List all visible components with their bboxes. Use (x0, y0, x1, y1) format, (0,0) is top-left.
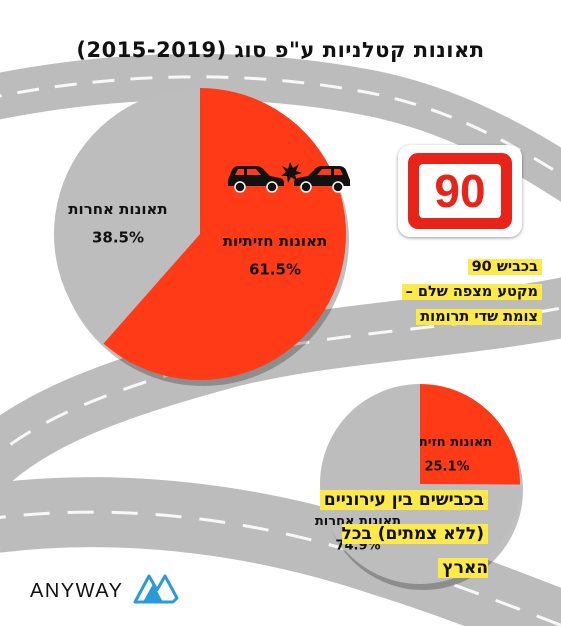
pie-slice-label: תאונות חזיתיות (223, 232, 328, 250)
pie-chart-road-90: תאונות חזיתיות 61.5% תאונות אחרות 38.5% (54, 88, 349, 386)
page-title: תאונות קטלניות ע"פ סוג (2015-2019) (76, 38, 485, 62)
road-sign-number: 90 (434, 165, 486, 217)
pie-slice-value: 61.5% (249, 261, 301, 279)
pie-slice-value: 38.5% (92, 229, 144, 247)
road-sign-90: 90 (398, 145, 522, 237)
pie-slice-value: 25.1% (424, 460, 469, 475)
road-sign-plate: 90 (408, 153, 512, 229)
pie-slice-label: תאונות חזיתיות (402, 435, 493, 450)
pie-slice-frontal (420, 383, 520, 485)
anyway-logo-icon (133, 574, 179, 604)
road-note-line: מקטע מצפה שלם – (401, 284, 542, 300)
road-note-line: בכביש 90 (467, 259, 542, 275)
pie-slice-other (54, 88, 201, 344)
national-roads-note: בכבישים בין עירוניים (ללא צמתים) בכל האר… (290, 483, 488, 585)
pie-slice-label: תאונות אחרות (68, 200, 167, 218)
anyway-logo-text: ANYWAY (30, 580, 124, 602)
bottom-note-line: (ללא צמתים) בכל הארץ (341, 524, 488, 578)
road-segment-note: בכביש 90 מקטע מצפה שלם – צומת שדי תרומות (392, 255, 542, 330)
pie-slice-frontal (103, 88, 346, 380)
road-note-line: צומת שדי תרומות (416, 309, 542, 325)
car-collision-icon (228, 162, 350, 193)
bottom-note-line: בכבישים בין עירוניים (319, 490, 488, 510)
road-sign-inner: 90 (419, 164, 501, 218)
